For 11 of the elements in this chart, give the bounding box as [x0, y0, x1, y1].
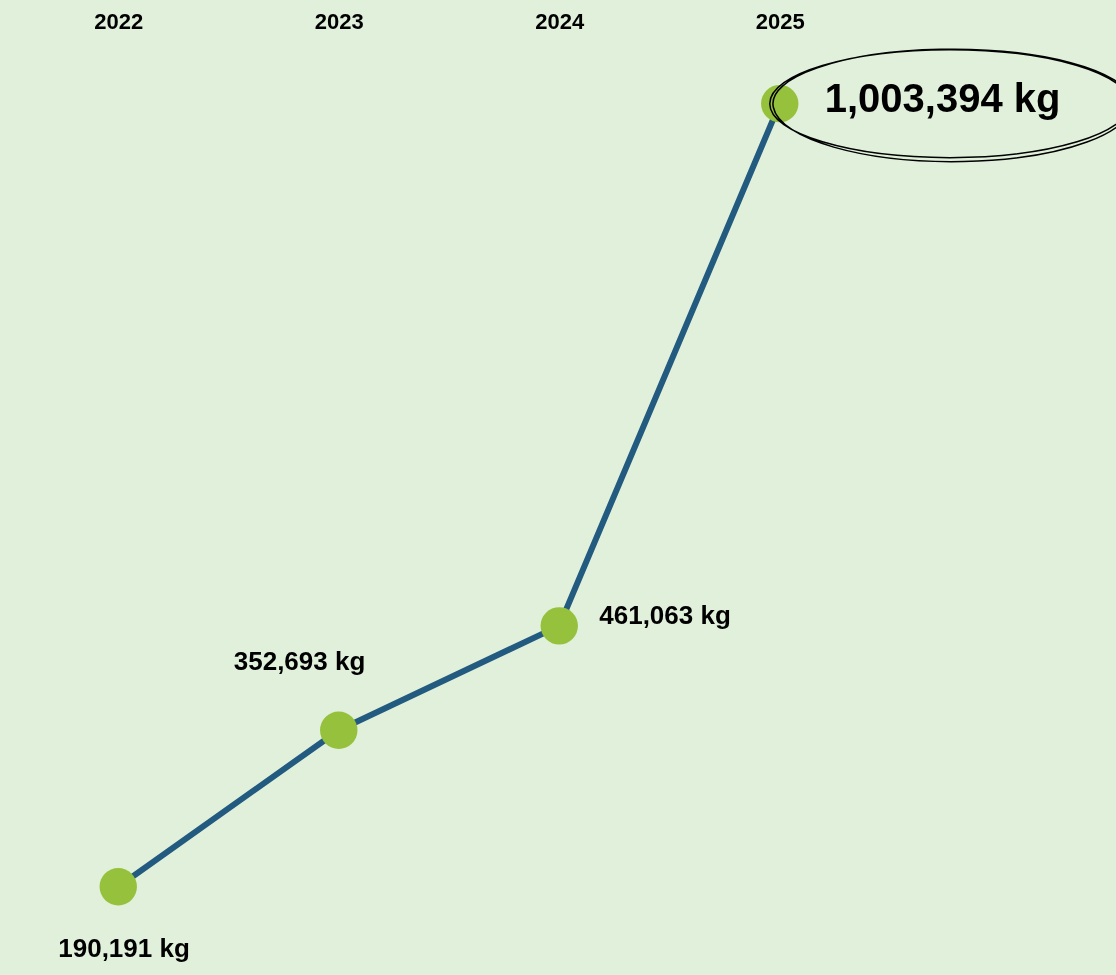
data-label: 461,063 kg — [599, 599, 731, 630]
x-tick-label: 2023 — [314, 8, 364, 34]
x-tick-label: 2025 — [755, 8, 805, 34]
x-tick-label: 2024 — [535, 8, 585, 34]
point — [99, 868, 137, 906]
x-tick-label: 2022 — [94, 8, 144, 34]
point — [320, 711, 358, 749]
data-label: 1,003,394 kg — [824, 75, 1061, 120]
data-label: 352,693 kg — [233, 646, 366, 677]
point — [540, 607, 578, 645]
data-label: 190,191 kg — [58, 932, 190, 963]
